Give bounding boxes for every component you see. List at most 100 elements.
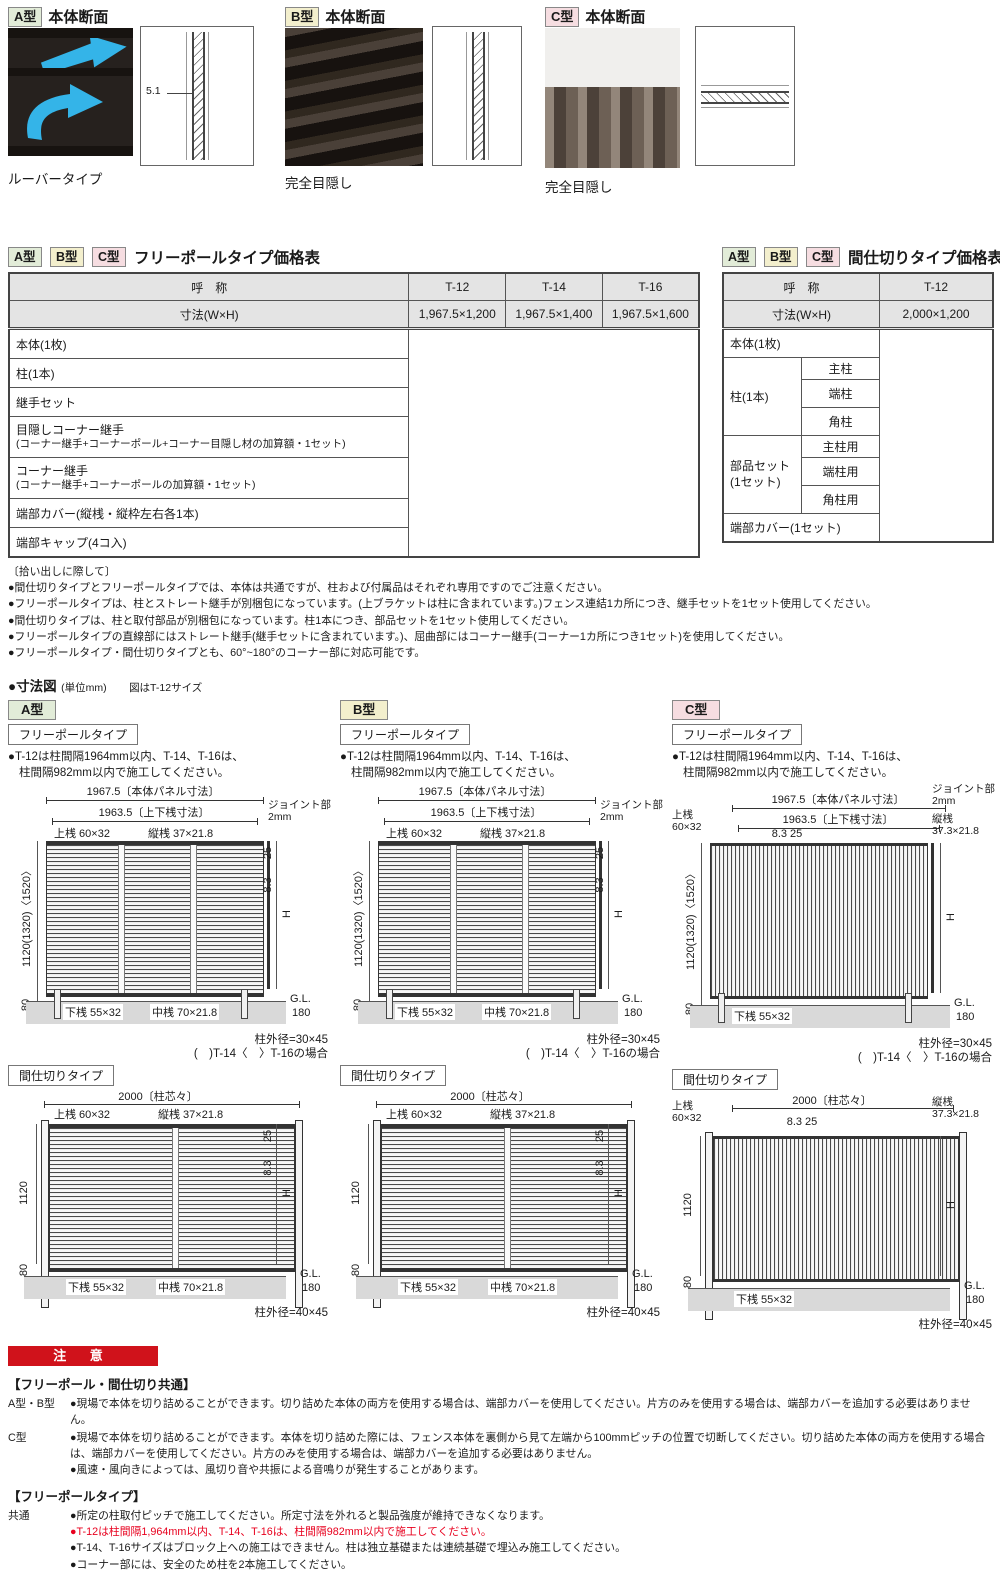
type-a-badge: A型	[8, 247, 42, 267]
cross-section-title-c: 本体断面	[585, 9, 646, 26]
caution-fp-line2-red: ●T-12は柱間隔1,964mm以内、T-14、T-16は、柱間隔982mm以内…	[70, 1526, 492, 1539]
post	[54, 989, 61, 1020]
mid-rail-label: 中桟 70×21.8	[482, 1004, 552, 1021]
partition-table-title: A型 B型 C型 間仕切りタイプ価格表	[722, 246, 1000, 268]
panel-separator	[118, 845, 126, 994]
dim-83: 8.3	[262, 877, 274, 893]
caution-common-heading: 【フリーポール・間仕切り共通】	[8, 1378, 196, 1393]
caution-section: 注 意 【フリーポール・間仕切り共通】 A型・B型 ●現場で本体を切り詰めること…	[0, 1336, 1000, 1573]
height-dim-line	[368, 1124, 369, 1265]
dim-column-b: B型 フリーポールタイプ ●T-12は柱間隔1964mm以内、T-14、T-16…	[340, 700, 666, 1336]
vertical-rail-label: 縦桟 37.3×21.8	[932, 1096, 998, 1120]
size-variant-caption: ( )T-14〈 〉T-16の場合	[525, 1048, 660, 1061]
cross-section-photo-a	[8, 28, 133, 156]
post	[905, 993, 912, 1024]
item-name-main: 目隠しコーナー継手	[16, 422, 125, 437]
dim-column-a: A型 フリーポールタイプ ●T-12は柱間隔1964mm以内、T-14、T-16…	[8, 700, 334, 1336]
size-variant-caption: ( )T-14〈 〉T-16の場合	[857, 1052, 992, 1065]
size-t16: 1,967.5×1,600	[601, 300, 700, 330]
post-size-caption: 柱外径=30×45	[586, 1034, 660, 1047]
dim-25: 25	[262, 1130, 274, 1143]
vertical-rail-label: 縦桟 37.3×21.8	[932, 813, 998, 837]
price-tables-row: A型 B型 C型 フリーポールタイプ価格表 呼 称 T-12 T-14 T-16…	[0, 246, 1000, 558]
table-row: 端柱	[723, 379, 993, 408]
slat-pitch-dim: 8.3 25	[771, 828, 803, 841]
height-dim-line	[369, 841, 370, 990]
freepole-diagram-c: ジョイント部 2mm 1967.5〔本体パネル寸法〕 1963.5〔上下桟寸法〕…	[672, 783, 998, 1065]
top-rail-label: 上桟 60×32	[54, 828, 110, 841]
panel-separator	[450, 845, 458, 994]
table-row: コーナー継手 (コーナー継手+コーナーポールの加算額・1セット)	[8, 457, 699, 499]
note-line: ●フリーポールタイプの直線部にはストレート継手(継手セットに含まれています。)、…	[8, 630, 790, 643]
slat-pitch-dim: 8.3 25	[786, 1116, 818, 1129]
dim-h: H	[945, 913, 957, 922]
bottom-rail-label: 下桟 55×32	[395, 1004, 455, 1021]
joint-label-line2: 2mm	[268, 811, 292, 824]
mid-rail-label: 中桟 70×21.8	[488, 1279, 558, 1296]
type-c-badge: C型	[91, 247, 126, 267]
top-rail-label: 上桟 60×32	[386, 828, 442, 841]
partition-type-label: 間仕切りタイプ	[8, 1065, 115, 1087]
partition-price-table: 呼 称 T-12 寸法(W×H) 2,000×1,200 本体(1枚) 柱(1本…	[722, 272, 994, 543]
center-dim: 2000〔柱芯々〕	[118, 1091, 198, 1104]
dim-h: H	[281, 1189, 293, 1198]
h-dim-line	[608, 1124, 609, 1265]
post-size-caption: 柱外径=40×45	[254, 1307, 328, 1320]
header-name: 呼 称	[8, 272, 410, 301]
item-name: 部品セット (1セット)	[722, 435, 802, 514]
joint-label: ジョイント部 2mm	[600, 799, 666, 823]
header-t16: T-16	[601, 272, 700, 301]
caution-fp-line4: ●コーナー部には、安全のため柱を2本施工してください。	[70, 1558, 352, 1571]
cross-section-area: A型 本体断面 5.1 ルーバータイプ B型 本体断面 完全目隠	[0, 0, 1000, 228]
depth-label: 180	[302, 1282, 321, 1295]
h-dim-line	[940, 843, 941, 994]
dim-83: 8.3	[594, 877, 606, 893]
bottom-rail-label: 下桟 55×32	[66, 1279, 126, 1296]
partition-type-label: 間仕切りタイプ	[340, 1065, 447, 1087]
top-rail-line2: 60×32	[672, 1112, 702, 1125]
cross-section-drawing-c	[695, 26, 795, 166]
gl-label: G.L.	[290, 993, 311, 1006]
header-t14: T-14	[505, 272, 603, 301]
caution-row-label: 共通	[8, 1510, 30, 1523]
item-name: 柱(1本)	[722, 357, 802, 436]
dim-line	[384, 818, 590, 826]
profile-core	[472, 32, 485, 160]
dim-83: 8.3	[594, 1160, 606, 1176]
end-post	[373, 1120, 381, 1309]
end-post	[959, 1132, 967, 1321]
cross-section-header-a: A型 本体断面	[8, 6, 108, 27]
height-dim-line	[700, 1136, 701, 1277]
table-row: 角柱用	[723, 485, 993, 514]
dim-line	[732, 805, 946, 813]
table-size-row: 寸法(W×H) 1,967.5×1,200 1,967.5×1,400 1,96…	[8, 300, 700, 330]
rail-width-dim: 1963.5〔上下桟寸法〕	[430, 807, 542, 820]
height-dim-line	[701, 843, 702, 994]
freepole-type-label: フリーポールタイプ	[8, 724, 139, 746]
dim-line	[738, 825, 940, 833]
item-name-sub: (コーナー継手+コーナーポール+コーナー目隠し材の加算額・1セット)	[16, 438, 346, 451]
partition-price-table-block: A型 B型 C型 間仕切りタイプ価格表 呼 称 T-12 寸法(W×H) 2,0…	[722, 246, 1000, 543]
top-rail-line1: 上桟	[672, 1100, 693, 1113]
dim-heading-title: ●寸法図	[8, 679, 57, 695]
item-name: 目隠しコーナー継手 (コーナー継手+コーナーポール+コーナー目隠し材の加算額・1…	[8, 416, 409, 458]
height-dim-label: 1120(1320)〈1520〉	[21, 865, 33, 968]
fence-panel	[49, 1124, 295, 1273]
joint-strip	[599, 841, 602, 990]
bottom-rail-label: 下桟 55×32	[398, 1279, 458, 1296]
panel-separator	[189, 845, 197, 994]
caution-row-kyotsu: 共通 ●所定の柱取付ピッチで施工してください。所定寸法を外れると製品強度が維持で…	[8, 1508, 992, 1573]
install-note: ●T-12は柱間隔1964mm以内、T-14、T-16は、 柱間隔982mm以内…	[672, 750, 998, 781]
install-note: ●T-12は柱間隔1964mm以内、T-14、T-16は、 柱間隔982mm以内…	[8, 750, 334, 781]
dim-line	[44, 1101, 300, 1109]
install-note: ●T-12は柱間隔1964mm以内、T-14、T-16は、 柱間隔982mm以内…	[340, 750, 666, 781]
table-title-text: 間仕切りタイプ価格表	[847, 250, 1000, 267]
end-post	[627, 1120, 635, 1309]
joint-label-line1: ジョイント部	[600, 799, 663, 812]
vertical-rail-label: 縦桟 37×21.8	[148, 828, 214, 841]
type-c-badge: C型	[545, 6, 580, 27]
post	[386, 989, 393, 1020]
caution-c-line2: ●風速・風向きによっては、風切り音や共振による音鳴りが発生することがあります。	[70, 1463, 485, 1476]
ground-band	[688, 1288, 950, 1312]
caution-row-label: A型・B型	[8, 1398, 55, 1411]
